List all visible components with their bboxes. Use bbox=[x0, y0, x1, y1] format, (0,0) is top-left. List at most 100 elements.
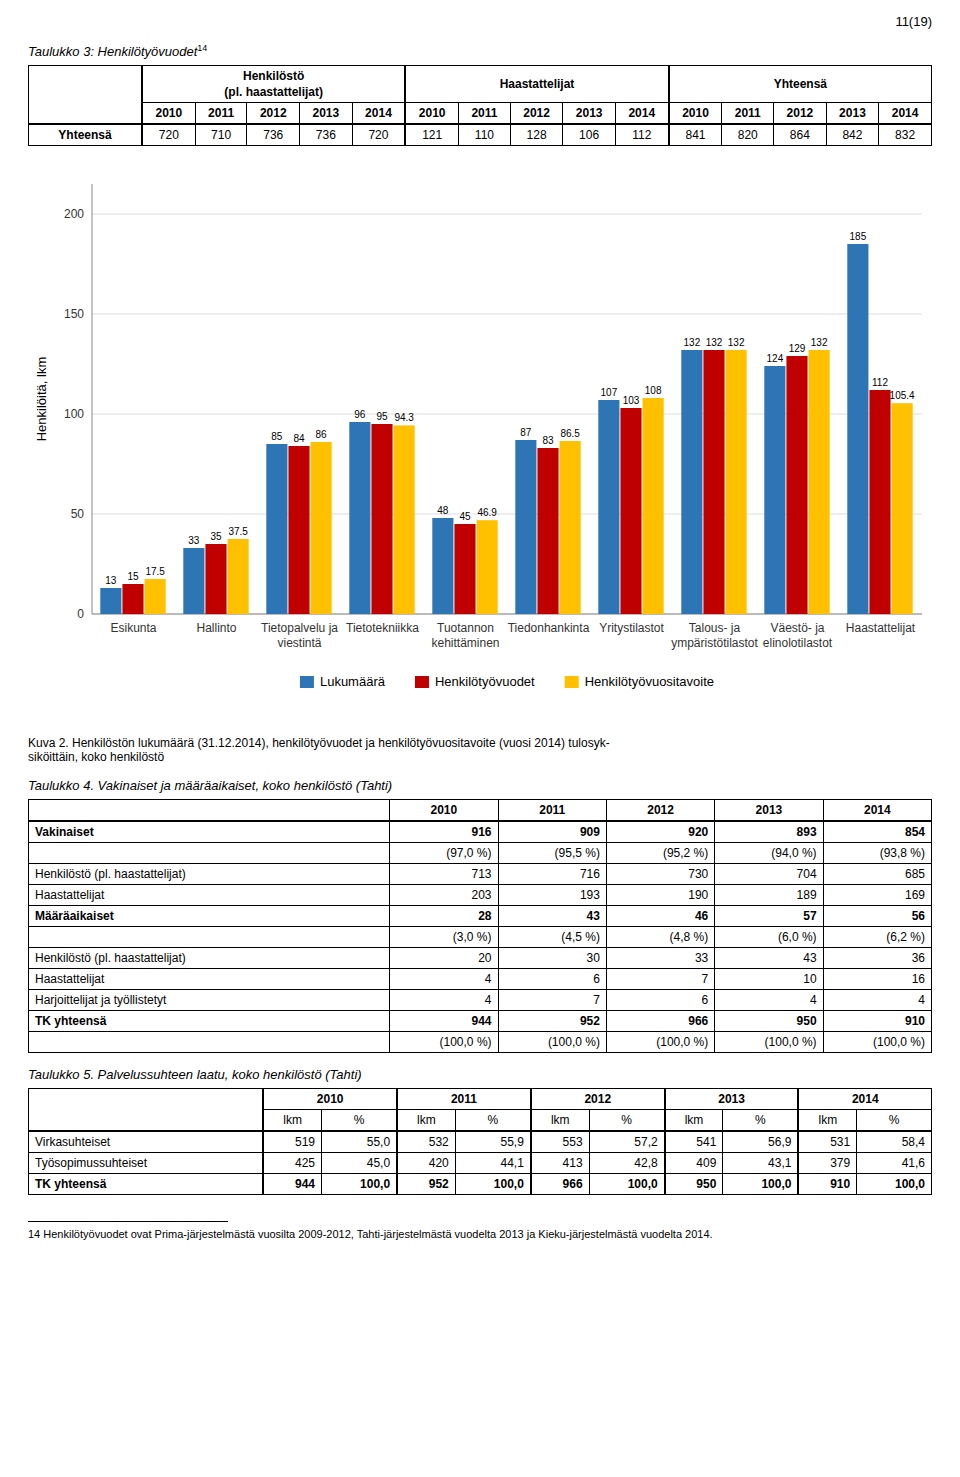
table-cell: (94,0 %) bbox=[715, 843, 823, 864]
table-subheader: lkm bbox=[531, 1110, 589, 1132]
table-row: Työsopimussuhteiset42545,042044,141342,8… bbox=[29, 1153, 932, 1174]
table-cell: (6,2 %) bbox=[823, 927, 931, 948]
x-tick-label: Väestö- jaelinolotilastot bbox=[763, 621, 833, 650]
table-row: Yhteensä72071073673672012111012810611284… bbox=[29, 124, 932, 146]
x-tick-label: Haastattelijat bbox=[846, 621, 916, 635]
bar bbox=[892, 404, 913, 615]
table-cell: 952 bbox=[498, 1011, 606, 1032]
table-cell: 944 bbox=[390, 1011, 498, 1032]
table-cell: 910 bbox=[798, 1174, 856, 1195]
table-header: 2012 bbox=[510, 103, 563, 125]
table-row: (100,0 %)(100,0 %)(100,0 %)(100,0 %)(100… bbox=[29, 1032, 932, 1053]
bar bbox=[311, 442, 332, 614]
table-row-label: Virkasuhteiset bbox=[29, 1131, 264, 1153]
table-header: 2014 bbox=[798, 1089, 931, 1110]
footnote: 14 Henkilötyövuodet ovat Prima-järjestel… bbox=[28, 1228, 932, 1240]
table-cell: 944 bbox=[263, 1174, 321, 1195]
table-cell: 966 bbox=[531, 1174, 589, 1195]
table-row: Haastattelijat203193190189169 bbox=[29, 885, 932, 906]
table-title-note: 14 bbox=[197, 43, 207, 53]
x-tick-label-line: Esikunta bbox=[110, 621, 156, 635]
legend-item: Lukumäärä bbox=[300, 674, 386, 689]
table-cell: 6 bbox=[606, 990, 714, 1011]
table-header: 2010 bbox=[669, 103, 722, 125]
data-label: 87 bbox=[520, 427, 532, 438]
table-header: 2013 bbox=[715, 800, 823, 822]
table-cell: 720 bbox=[142, 124, 195, 146]
table-title-text: Taulukko 3: Henkilötyövuodet bbox=[28, 44, 197, 59]
table-title-text: Taulukko 4. Vakinaiset ja määräaikaiset,… bbox=[28, 778, 392, 793]
table-row: 2010201120122013201420102011201220132014… bbox=[29, 103, 932, 125]
chart-caption: Kuva 2. Henkilöstön lukumäärä (31.12.201… bbox=[28, 736, 932, 764]
table-header: 2013 bbox=[300, 103, 353, 125]
table-row-label: Harjoittelijat ja työllistetyt bbox=[29, 990, 390, 1011]
data-label: 83 bbox=[542, 435, 554, 446]
table-cell: 519 bbox=[263, 1131, 321, 1153]
data-label: 35 bbox=[210, 531, 222, 542]
table-header: 2014 bbox=[879, 103, 932, 125]
bar bbox=[560, 441, 581, 614]
data-label: 45 bbox=[459, 511, 471, 522]
table-cell: 128 bbox=[510, 124, 563, 146]
table-cell: 916 bbox=[390, 821, 498, 843]
table-cell: (97,0 %) bbox=[390, 843, 498, 864]
y-axis-line bbox=[92, 184, 93, 614]
table-header: 2010 bbox=[142, 103, 195, 125]
data-label: 132 bbox=[728, 337, 745, 348]
table-cell: 531 bbox=[798, 1131, 856, 1153]
x-tick-label-line: ympäristötilastot bbox=[671, 636, 758, 650]
bar bbox=[681, 350, 702, 614]
bar bbox=[145, 579, 166, 614]
table-cell: 4 bbox=[390, 969, 498, 990]
table-row: 20102011201220132014 bbox=[29, 800, 932, 822]
table-row: (97,0 %)(95,5 %)(95,2 %)(94,0 %)(93,8 %) bbox=[29, 843, 932, 864]
table-cell: (100,0 %) bbox=[390, 1032, 498, 1053]
x-tick-label-line: viestintä bbox=[277, 636, 321, 650]
table-cell: 7 bbox=[498, 990, 606, 1011]
data-label: 108 bbox=[645, 385, 662, 396]
table-row: Vakinaiset916909920893854 bbox=[29, 821, 932, 843]
table-cell: 41,6 bbox=[857, 1153, 932, 1174]
table-header: 2010 bbox=[263, 1089, 397, 1110]
table-cell: 121 bbox=[405, 124, 458, 146]
table-row-label: Määräaikaiset bbox=[29, 906, 390, 927]
table-row-label: Henkilöstö (pl. haastattelijat) bbox=[29, 864, 390, 885]
table-cell: (6,0 %) bbox=[715, 927, 823, 948]
table-cell: 16 bbox=[823, 969, 931, 990]
bar bbox=[726, 350, 747, 614]
table-cell: 842 bbox=[826, 124, 879, 146]
data-label: 17.5 bbox=[145, 566, 165, 577]
x-tick-label: Hallinto bbox=[196, 621, 236, 635]
table: Henkilöstö (pl. haastattelijat)Haastatte… bbox=[28, 65, 932, 146]
legend: LukumääräHenkilötyövuodetHenkilötyövuosi… bbox=[300, 674, 714, 689]
table-subheader: % bbox=[455, 1110, 531, 1132]
table-row-label: Työsopimussuhteiset bbox=[29, 1153, 264, 1174]
data-label: 129 bbox=[789, 343, 806, 354]
table-cell: 736 bbox=[247, 124, 300, 146]
legend-swatch bbox=[300, 676, 314, 688]
table-cell: 893 bbox=[715, 821, 823, 843]
table-header: 2011 bbox=[722, 103, 774, 125]
table-cell: 106 bbox=[563, 124, 616, 146]
table-header: 2010 bbox=[405, 103, 458, 125]
table-cell: 36 bbox=[823, 948, 931, 969]
bar bbox=[477, 521, 498, 615]
table-row: lkm%lkm%lkm%lkm%lkm% bbox=[29, 1110, 932, 1132]
bar bbox=[620, 408, 641, 614]
table: 20102011201220132014Vakinaiset9169099208… bbox=[28, 799, 932, 1053]
table-header: 2014 bbox=[352, 103, 405, 125]
table-row: TK yhteensä944952966950910 bbox=[29, 1011, 932, 1032]
bar bbox=[786, 356, 807, 614]
table-cell: 28 bbox=[390, 906, 498, 927]
table-title: Taulukko 4. Vakinaiset ja määräaikaiset,… bbox=[28, 778, 932, 793]
table-cell: 6 bbox=[498, 969, 606, 990]
bar bbox=[537, 448, 558, 614]
table-cell: 42,8 bbox=[589, 1153, 665, 1174]
table-cell: 100,0 bbox=[857, 1174, 932, 1195]
table-cell: 4 bbox=[715, 990, 823, 1011]
bar bbox=[809, 350, 830, 614]
bar bbox=[228, 539, 249, 614]
table-cell: 203 bbox=[390, 885, 498, 906]
table-cell: 112 bbox=[615, 124, 668, 146]
table-cell: 854 bbox=[823, 821, 931, 843]
